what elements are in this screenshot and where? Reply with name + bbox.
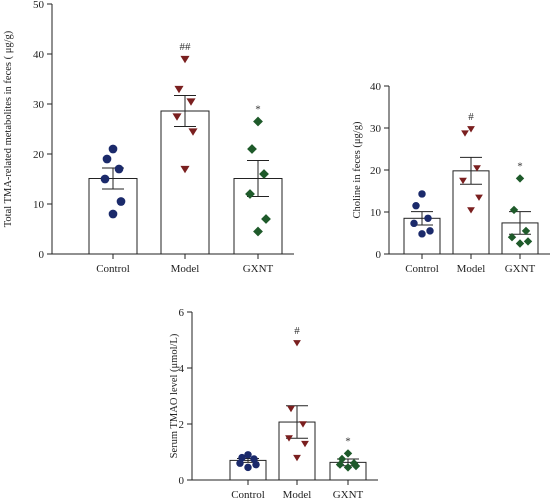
- data-point: [335, 460, 345, 469]
- bar-control: [88, 178, 138, 255]
- y-tick-label: 10: [370, 207, 382, 219]
- data-point: [410, 219, 418, 228]
- data-point: [244, 463, 252, 472]
- y-tick-label: 4: [179, 363, 185, 375]
- data-point: [475, 194, 483, 201]
- x-tick-label: GXNT: [505, 263, 536, 275]
- data-point: [247, 144, 257, 154]
- data-point: [343, 463, 353, 472]
- data-point: [108, 144, 118, 154]
- data-point: [521, 226, 531, 236]
- data-point: [114, 164, 124, 174]
- significance-marker: *: [255, 104, 261, 116]
- y-tick-label: 30: [33, 99, 45, 111]
- data-point: [426, 227, 434, 235]
- data-point: [523, 237, 533, 246]
- data-point: [287, 405, 295, 413]
- data-point: [293, 340, 301, 347]
- data-point: [180, 165, 190, 174]
- bar-model: [160, 110, 210, 255]
- data-point: [252, 460, 260, 469]
- data-point: [473, 165, 481, 172]
- significance-marker: #: [294, 325, 300, 337]
- x-tick-label: GXNT: [333, 489, 364, 499]
- data-point: [467, 207, 475, 214]
- data-point: [108, 209, 118, 219]
- chart-panel-2: 0 10 20 30 40 Choline in feces (μg/g) Control M…: [352, 81, 550, 275]
- x-tick-label: GXNT: [243, 263, 274, 275]
- significance-marker: *: [345, 435, 351, 447]
- data-point: [299, 421, 307, 428]
- data-point: [418, 230, 426, 238]
- y-tick-label: 2: [179, 419, 185, 431]
- data-point: [245, 189, 255, 199]
- data-point: [174, 85, 184, 94]
- data-point: [424, 214, 432, 223]
- data-point: [238, 453, 246, 462]
- data-point: [459, 177, 467, 185]
- y-tick-label: 20: [33, 149, 45, 161]
- data-point: [180, 55, 190, 64]
- y-tick-label: 6: [179, 307, 185, 319]
- data-point: [186, 98, 196, 106]
- x-tick-label: Model: [283, 489, 312, 499]
- significance-marker: *: [517, 160, 523, 172]
- data-point: [412, 201, 420, 210]
- data-point: [261, 214, 271, 224]
- x-tick-label: Model: [171, 263, 200, 275]
- data-point: [467, 126, 475, 133]
- data-point: [100, 174, 110, 184]
- data-point: [418, 190, 426, 198]
- x-tick-label: Control: [231, 489, 265, 499]
- data-point: [172, 113, 182, 121]
- x-tick-label: Control: [96, 263, 130, 275]
- y-axis-label: Serum TMAO level (μmol/L): [169, 333, 180, 458]
- data-point: [461, 130, 469, 137]
- y-tick-label: 0: [39, 249, 45, 261]
- y-tick-label: 10: [33, 199, 45, 211]
- y-tick-label: 0: [179, 475, 185, 487]
- y-tick-label: 0: [376, 249, 382, 261]
- data-point: [253, 116, 263, 127]
- y-axis-label: Choline in feces (μg/g): [352, 121, 363, 218]
- data-point: [259, 169, 269, 179]
- significance-marker: ##: [180, 41, 192, 53]
- data-point: [102, 154, 112, 164]
- y-axis-label: Total TMA-related metabolites in feces (…: [3, 30, 14, 227]
- data-point: [250, 455, 258, 463]
- x-tick-label: Model: [457, 263, 486, 275]
- y-tick-label: 20: [370, 165, 382, 177]
- data-point: [507, 233, 517, 242]
- y-tick-label: 40: [370, 81, 382, 93]
- significance-marker: #: [468, 111, 474, 123]
- data-point: [515, 174, 525, 183]
- data-point: [293, 454, 301, 462]
- chart-panel-1: 0 10 20 30 40 50 Total TMA-related metabolites…: [3, 0, 294, 275]
- y-tick-label: 30: [370, 123, 382, 135]
- data-point: [301, 440, 309, 448]
- data-point: [515, 239, 525, 248]
- data-point: [116, 197, 126, 206]
- data-point: [188, 128, 198, 136]
- data-point: [236, 459, 244, 467]
- data-point: [351, 461, 361, 471]
- data-point: [285, 435, 293, 442]
- data-point: [509, 205, 519, 215]
- y-tick-label: 40: [33, 49, 45, 61]
- data-point: [343, 449, 353, 458]
- data-point: [244, 451, 252, 459]
- data-point: [253, 226, 263, 237]
- y-tick-label: 50: [33, 0, 45, 11]
- chart-panel-3: 0 2 4 6 Serum TMAO level (μmol/L) Control Mode…: [169, 307, 378, 499]
- x-tick-label: Control: [405, 263, 439, 275]
